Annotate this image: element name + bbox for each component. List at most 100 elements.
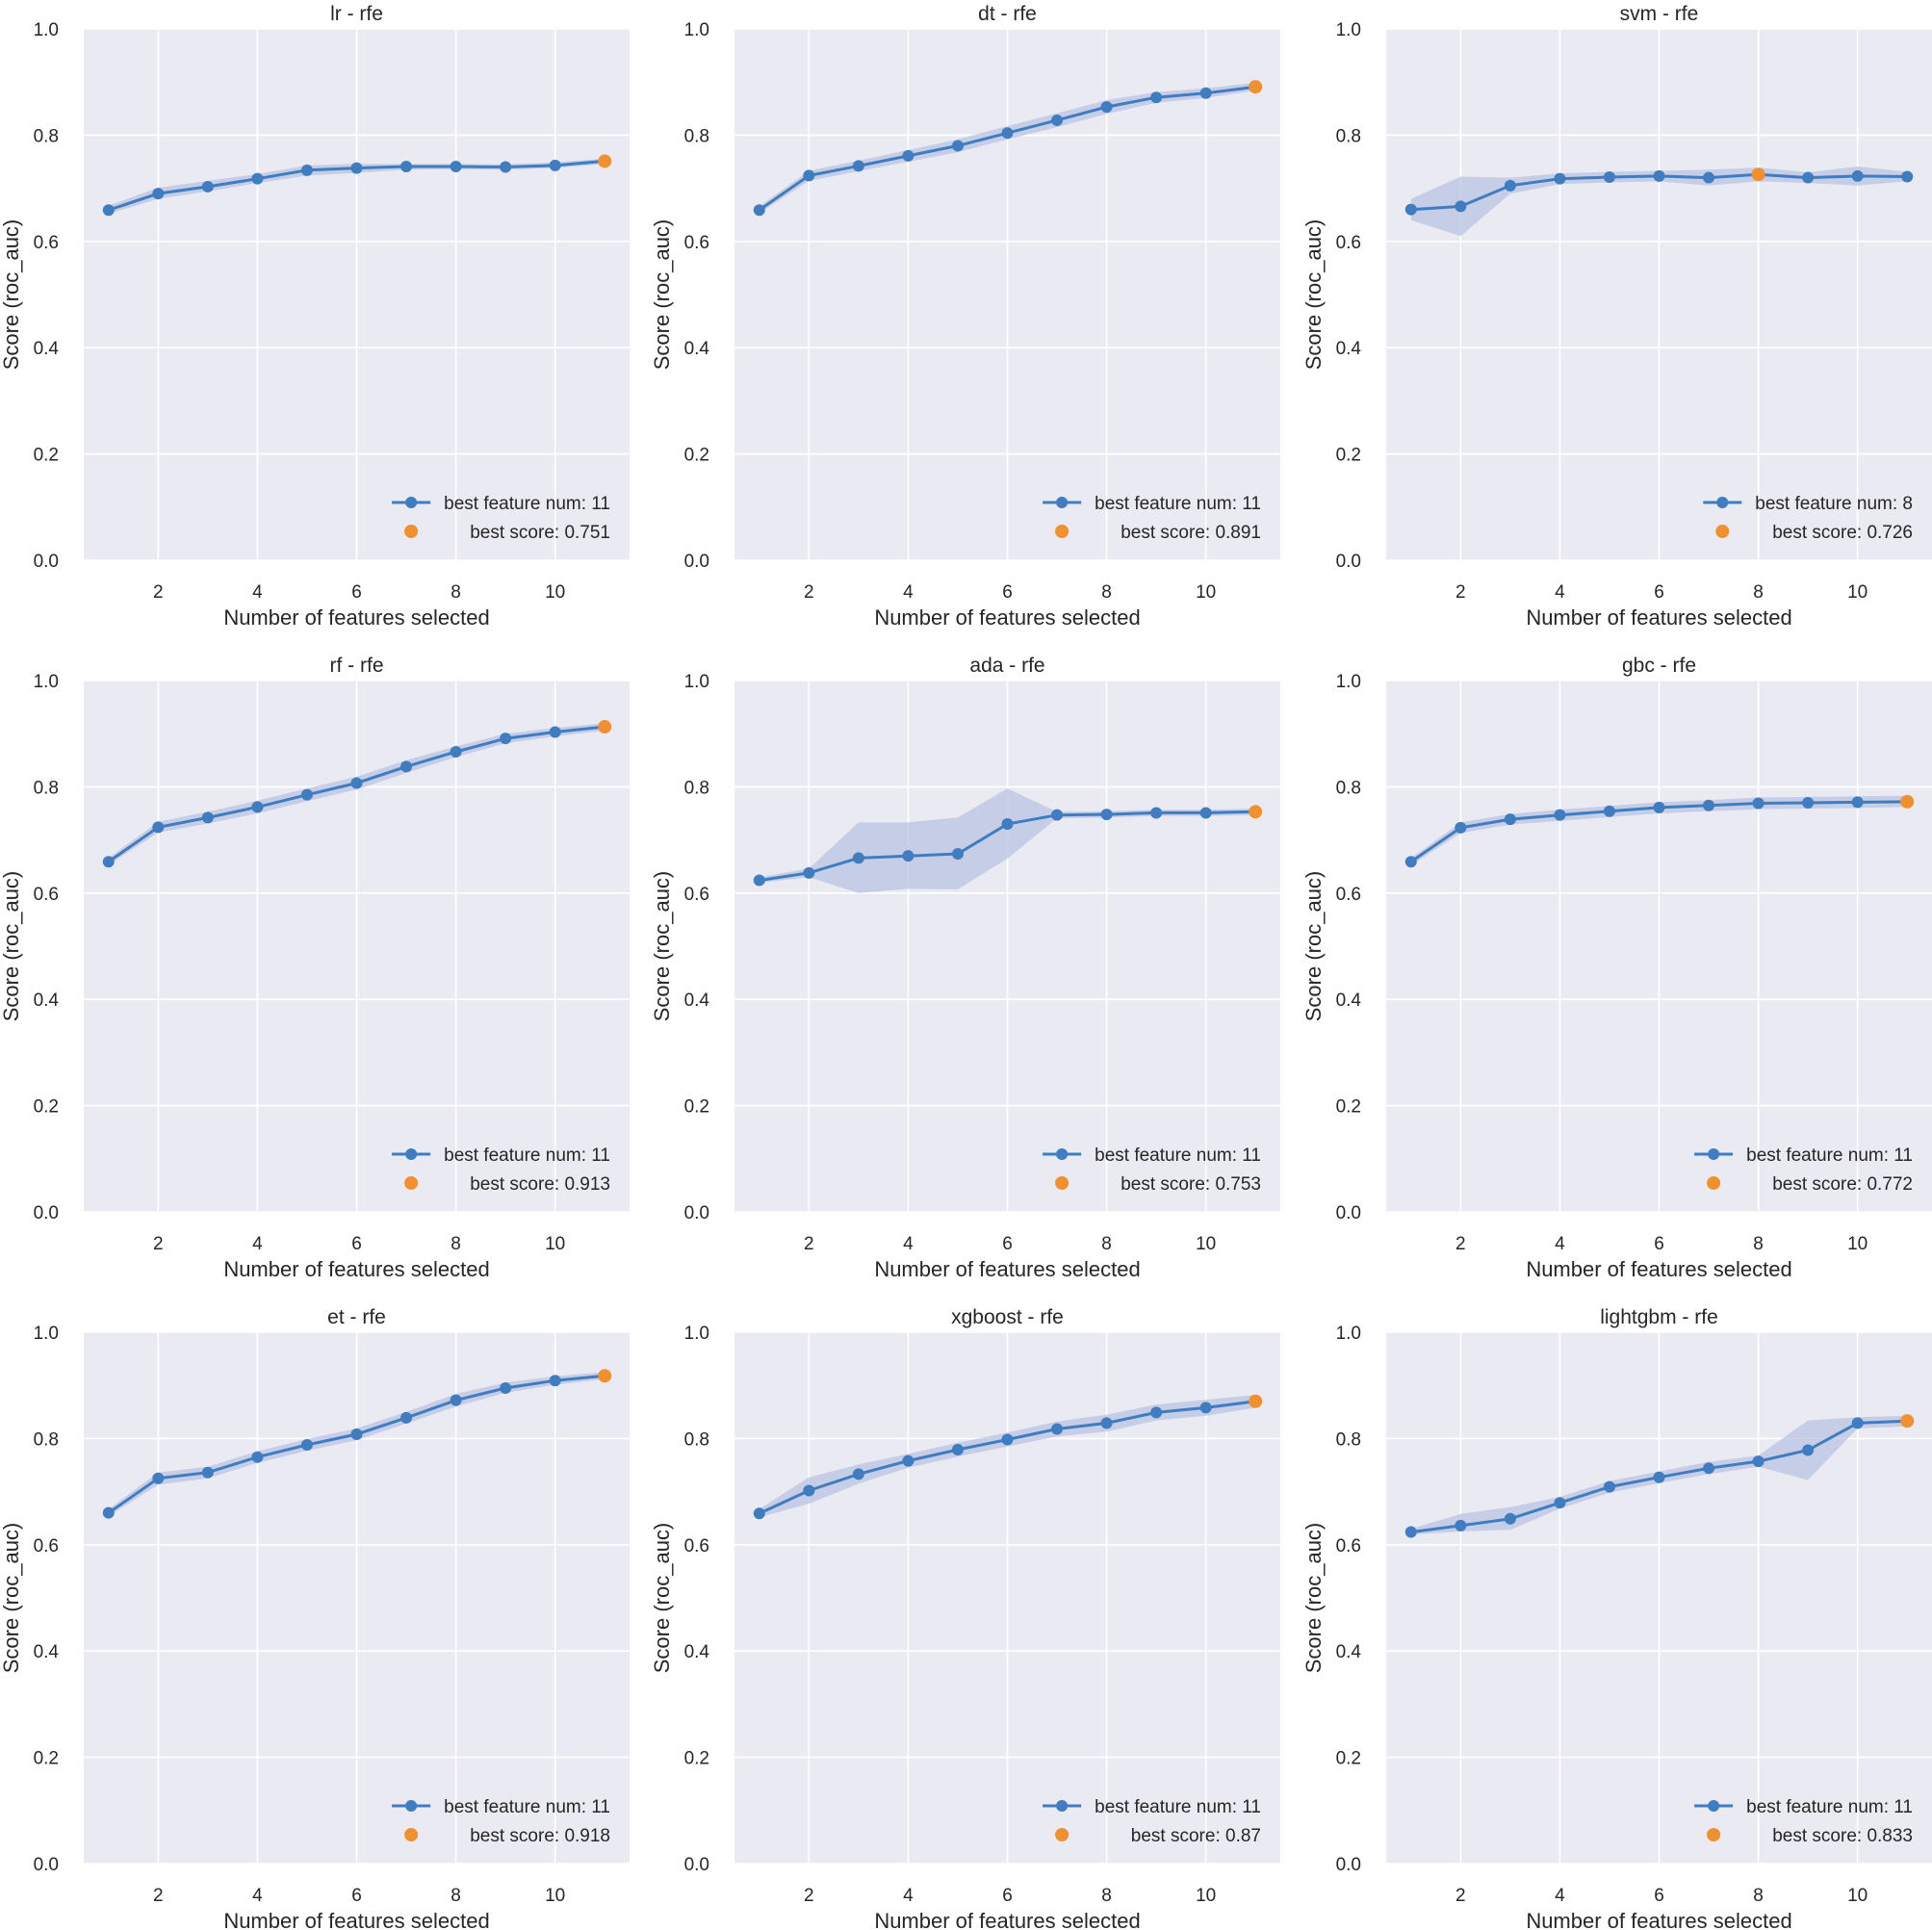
- x-tick-label: 8: [1753, 1234, 1764, 1254]
- best-score-point: [598, 1369, 612, 1383]
- x-tick-label: 10: [1196, 1234, 1216, 1254]
- subplot-lightgbm: lightgbm - rfe 0.0 0.2 0.4 0.6 0.8 1.0 2 4 6 8 10 Nu…: [1301, 1306, 1932, 1930]
- x-tick-label: 8: [1753, 1886, 1764, 1906]
- legend-label-feature-num: best feature num: 11: [1095, 1145, 1261, 1166]
- subplot-title: et - rfe: [327, 1306, 386, 1328]
- data-point: [152, 188, 165, 200]
- data-point: [1455, 1519, 1467, 1531]
- legend-marker-orange: [1707, 1828, 1721, 1841]
- data-point: [1001, 127, 1014, 140]
- y-tick-label: 0.0: [684, 1203, 709, 1223]
- data-point: [251, 801, 264, 813]
- data-point: [500, 161, 512, 173]
- data-point: [1199, 1402, 1212, 1414]
- best-score-point: [1900, 1414, 1915, 1428]
- data-point: [102, 1506, 115, 1519]
- y-tick-label: 0.0: [34, 1855, 59, 1875]
- data-point: [1404, 203, 1417, 216]
- y-tick-label: 0.2: [1336, 1749, 1361, 1769]
- legend-label-best-score: best score: 0.918: [470, 1826, 610, 1846]
- x-tick-label: 8: [451, 582, 461, 603]
- x-axis-label: Number of features selected: [223, 1909, 489, 1930]
- y-tick-label: 0.6: [34, 233, 59, 253]
- y-tick-label: 0.0: [684, 1855, 709, 1875]
- y-axis-label: Score (roc_auc): [1301, 871, 1326, 1022]
- y-tick-label: 0.4: [34, 1642, 60, 1662]
- data-point: [803, 866, 815, 879]
- subplot-gbc: gbc - rfe 0.0 0.2 0.4 0.6 0.8 1.0 2 4 6 8 10 Number …: [1301, 655, 1932, 1281]
- x-tick-label: 2: [1455, 1886, 1466, 1906]
- data-point: [1455, 200, 1467, 213]
- data-point: [500, 733, 512, 745]
- x-tick-label: 2: [804, 1886, 814, 1906]
- data-point: [1653, 1471, 1665, 1483]
- best-score-point: [1249, 805, 1263, 819]
- legend-label-feature-num: best feature num: 11: [1746, 1145, 1913, 1166]
- legend: best feature num: 11 best score: 0.751: [392, 494, 610, 543]
- y-tick-label: 0.8: [684, 126, 709, 146]
- y-tick-label: 0.6: [684, 1536, 709, 1557]
- y-tick-label: 0.8: [1336, 126, 1361, 146]
- legend-marker-orange: [1707, 1176, 1721, 1190]
- y-axis-label: Score (roc_auc): [650, 1523, 674, 1674]
- data-point: [1802, 171, 1815, 184]
- data-point: [400, 160, 413, 172]
- data-point: [1504, 179, 1516, 192]
- x-tick-label: 10: [1847, 582, 1868, 603]
- subplot-ada: ada - rfe 0.0 0.2 0.4 0.6 0.8 1.0 2 4 6 8 10 Number …: [650, 655, 1280, 1281]
- data-point: [1802, 1444, 1815, 1456]
- best-score-point: [1900, 794, 1915, 809]
- subplot-title: dt - rfe: [978, 3, 1037, 25]
- data-point: [1851, 169, 1864, 182]
- x-tick-label: 4: [1555, 1234, 1565, 1254]
- y-axis-label: Score (roc_auc): [0, 1523, 23, 1674]
- data-point: [450, 160, 462, 172]
- data-point: [1001, 1433, 1014, 1446]
- x-tick-label: 10: [545, 1886, 565, 1906]
- data-point: [201, 180, 214, 193]
- best-score-point: [1751, 167, 1765, 182]
- y-tick-label: 0.6: [684, 885, 709, 905]
- y-tick-label: 0.8: [684, 1429, 709, 1450]
- data-point: [500, 1381, 512, 1394]
- y-tick-label: 1.0: [684, 672, 709, 692]
- x-tick-label: 4: [903, 1234, 914, 1254]
- data-point: [251, 172, 264, 185]
- y-tick-label: 0.0: [1336, 1855, 1361, 1875]
- data-point: [1199, 87, 1212, 99]
- data-point: [549, 726, 561, 738]
- legend-label-best-score: best score: 0.753: [1121, 1174, 1261, 1195]
- legend-label-feature-num: best feature num: 11: [1746, 1797, 1913, 1817]
- data-point: [1051, 114, 1064, 126]
- data-point: [1752, 1455, 1765, 1468]
- subplot-dt: dt - rfe 0.0 0.2 0.4 0.6 0.8 1.0 2 4 6 8 10 Number o…: [650, 3, 1280, 630]
- data-point: [753, 874, 765, 887]
- legend-marker-orange: [404, 1176, 419, 1190]
- legend: best feature num: 11 best score: 0.87: [1043, 1797, 1261, 1846]
- data-point: [1100, 1417, 1113, 1429]
- y-tick-label: 0.6: [34, 1536, 59, 1557]
- data-point: [152, 821, 165, 834]
- subplot-rf: rf - rfe 0.0 0.2 0.4 0.6 0.8 1.0 2 4 6 8 10 Number o…: [0, 655, 630, 1281]
- data-point: [1603, 805, 1615, 817]
- y-tick-label: 0.4: [34, 991, 60, 1011]
- legend-marker-blue: [1056, 1800, 1069, 1812]
- legend: best feature num: 11 best score: 0.918: [392, 1797, 610, 1846]
- data-point: [753, 204, 765, 217]
- y-tick-label: 0.2: [684, 1097, 709, 1118]
- data-point: [951, 1443, 964, 1455]
- legend-marker-orange: [1055, 525, 1069, 538]
- y-tick-label: 0.8: [34, 126, 59, 146]
- data-point: [350, 162, 363, 174]
- data-point: [350, 777, 363, 789]
- y-tick-label: 0.2: [34, 446, 59, 466]
- data-point: [902, 1454, 914, 1467]
- y-tick-label: 0.6: [1336, 1536, 1361, 1557]
- data-point: [1901, 170, 1914, 183]
- data-point: [350, 1428, 363, 1440]
- data-point: [1150, 1406, 1163, 1419]
- x-axis-label: Number of features selected: [1526, 1257, 1791, 1281]
- data-point: [1100, 101, 1113, 114]
- y-tick-label: 0.2: [34, 1749, 59, 1769]
- data-point: [1554, 809, 1566, 821]
